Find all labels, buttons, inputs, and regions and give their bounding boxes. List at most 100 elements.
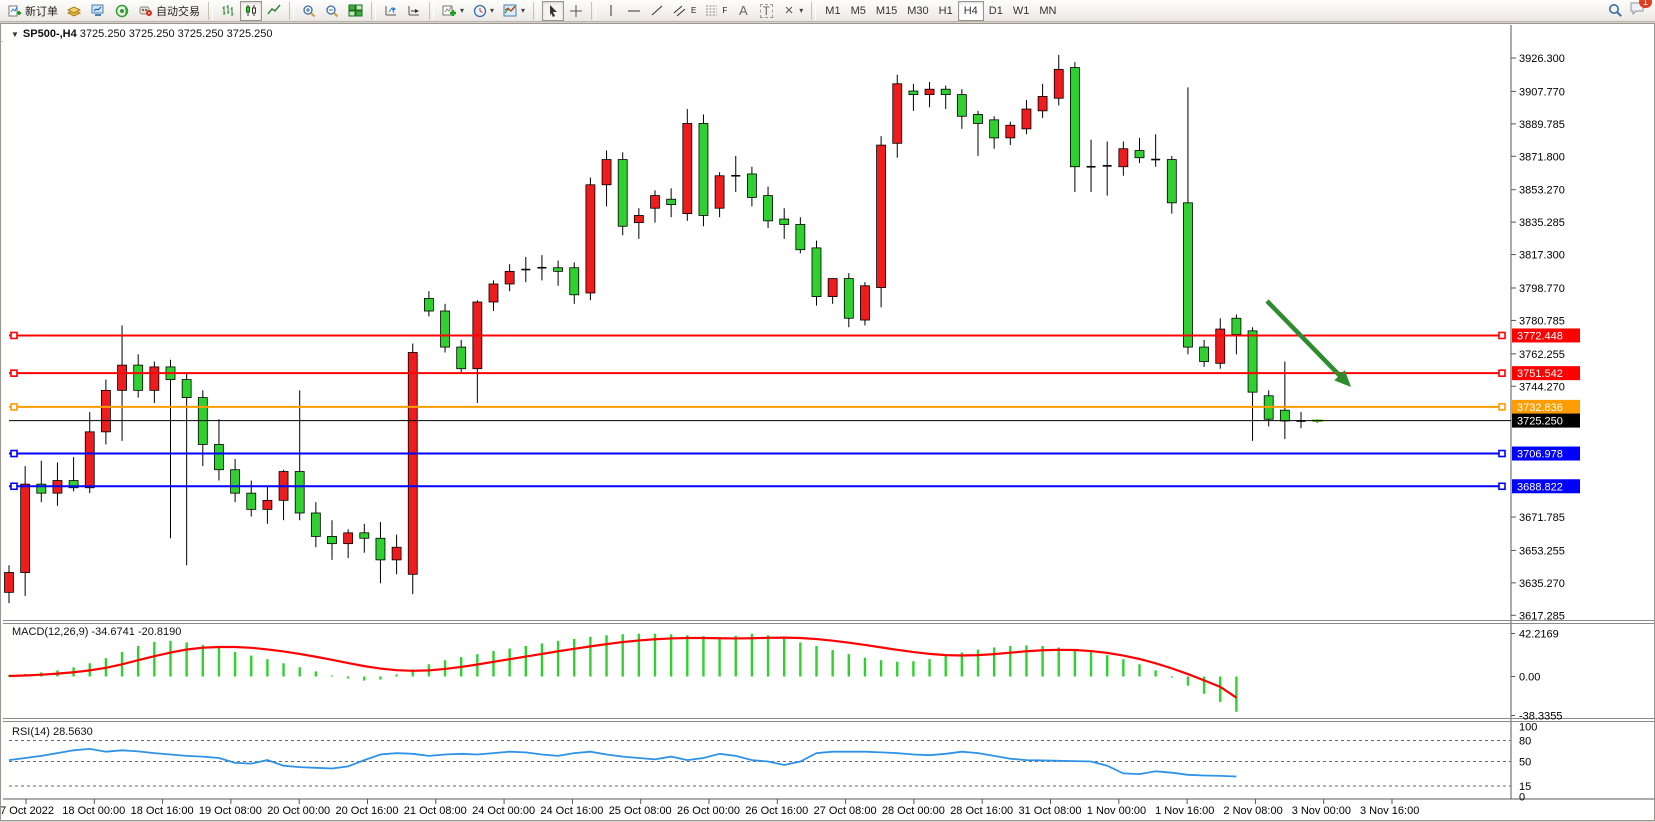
current-price-badge-label: 3725.250 <box>1517 416 1563 428</box>
price-tick-label: 3853.270 <box>1519 185 1565 197</box>
history-center-button[interactable] <box>63 1 86 21</box>
timeframe-m15[interactable]: M15 <box>875 4 898 17</box>
time-tick-label: 28 Oct 00:00 <box>882 805 945 817</box>
vertical-line-tool-button[interactable] <box>600 1 622 21</box>
new-order-button[interactable]: 新订单 <box>4 1 62 21</box>
chart-canvas[interactable]: 3926.300 3907.770 3889.785 3871.800 3853.270… <box>1 24 1655 822</box>
timeframe-m30[interactable]: M30 <box>907 4 929 17</box>
horizontal-line-icon <box>628 10 641 12</box>
chart-background <box>3 25 1654 799</box>
candle-down <box>843 278 854 319</box>
market-watch-icon <box>91 4 104 16</box>
macd-axis-label: 0.00 <box>1519 672 1540 684</box>
price-tick-label: 3907.770 <box>1519 86 1565 98</box>
notification-badge: 1 <box>1638 0 1652 8</box>
line-chart-button[interactable] <box>263 1 285 21</box>
timeframe-m5[interactable]: M5 <box>850 4 866 17</box>
market-watch-button[interactable] <box>87 1 110 21</box>
chart-shift-button[interactable] <box>380 1 402 21</box>
candle-up <box>585 184 596 294</box>
level-badge-label: 3772.448 <box>1517 330 1563 342</box>
rsi-axis-label: 100 <box>1519 722 1537 734</box>
candle-down <box>779 218 790 225</box>
candle-down <box>294 471 305 514</box>
cursor-tool-button[interactable] <box>542 0 565 21</box>
main-toolbar: 新订单 自动交易 ▾ ▾ <box>0 0 1655 22</box>
candle-down <box>811 247 822 297</box>
history-icon <box>67 6 82 17</box>
candle-down <box>698 123 709 216</box>
candle-down <box>1279 409 1290 422</box>
chevron-down-icon[interactable]: ▼ <box>11 30 19 39</box>
time-tick-label: 19 Oct 08:00 <box>199 805 262 817</box>
channel-e-glyph: E <box>691 6 697 15</box>
candle-up <box>117 364 127 391</box>
timeframe-h4[interactable]: H4 <box>957 0 984 21</box>
candle-down <box>795 224 806 251</box>
candle-down <box>375 537 386 561</box>
candle-up <box>262 499 273 510</box>
channel-icon <box>673 5 686 17</box>
candle-down <box>181 379 192 398</box>
toolbar-separator <box>208 1 213 20</box>
time-tick-label: 20 Oct 16:00 <box>336 805 399 817</box>
candle-down <box>214 444 224 471</box>
timeframe-m1[interactable]: M1 <box>825 4 841 17</box>
current-price-badge <box>1512 413 1580 428</box>
line-handle <box>1498 331 1506 340</box>
macd-signal-line <box>8 636 1238 699</box>
time-tick-label: 24 Oct 16:00 <box>540 805 603 817</box>
candle-up <box>101 389 111 433</box>
toolbar-separator <box>429 1 434 20</box>
timeframe-d1[interactable]: D1 <box>988 4 1003 17</box>
fibonacci-tool-button[interactable]: F <box>701 1 731 21</box>
candle-down <box>133 364 144 391</box>
symbol-period-label: SP500-,H4 <box>22 28 77 40</box>
equidistant-channel-tool-button[interactable]: E <box>669 1 700 21</box>
candle-up <box>924 88 935 96</box>
auto-scroll-button[interactable] <box>403 1 425 21</box>
candle-down <box>1134 150 1145 159</box>
level-badge-label: 3688.822 <box>1517 481 1563 493</box>
signals-button[interactable] <box>111 1 133 21</box>
candle-up <box>1118 148 1129 168</box>
auto-trading-button[interactable]: 自动交易 <box>134 1 204 21</box>
trend-arrow-shaft <box>1265 299 1347 383</box>
template-icon <box>503 4 517 17</box>
time-tick-label: 17 Oct 2022 <box>1 805 54 817</box>
bar-chart-button[interactable] <box>217 1 239 21</box>
arrows-tool-button[interactable]: ▾ <box>778 1 807 21</box>
zoom-in-button[interactable] <box>298 1 320 21</box>
candle-up <box>892 83 903 144</box>
cursor-icon <box>550 5 558 17</box>
timeframe-mn[interactable]: MN <box>1039 4 1057 17</box>
trendline-tool-button[interactable] <box>646 1 668 21</box>
toolbar-separator <box>533 1 539 20</box>
candle-up <box>601 159 612 186</box>
chart-window[interactable]: ▼ SP500-,H4 3725.250 3725.250 3725.250 37… <box>0 23 1655 821</box>
zoom-out-button[interactable] <box>321 1 343 21</box>
add-indicator-button[interactable]: ▾ <box>438 1 468 21</box>
candle-down <box>310 512 321 537</box>
dropdown-caret-icon: ▾ <box>521 6 526 15</box>
notifications-button[interactable]: 1 <box>1629 0 1652 20</box>
horizontal-line-tool-button[interactable] <box>623 1 645 21</box>
candlestick-chart-button[interactable] <box>240 0 262 21</box>
period-button[interactable]: ▾ <box>469 1 498 21</box>
price-tick-label: 3744.270 <box>1519 381 1565 393</box>
search-icon[interactable] <box>1608 3 1623 18</box>
candle-down <box>940 88 951 96</box>
template-button[interactable]: ▾ <box>499 1 529 21</box>
candle-up <box>407 352 418 575</box>
text-tool-button[interactable]: A <box>732 1 754 21</box>
crosshair-tool-button[interactable] <box>565 1 587 21</box>
crosshair-icon <box>570 4 583 17</box>
chart-title: ▼ SP500-,H4 3725.250 3725.250 3725.250 37… <box>11 28 273 40</box>
new-order-label: 新订单 <box>25 5 58 18</box>
timeframe-h1[interactable]: H1 <box>938 4 953 17</box>
tile-windows-button[interactable] <box>344 1 367 21</box>
candle-down <box>747 173 757 198</box>
level-badge <box>1512 399 1580 414</box>
timeframe-w1[interactable]: W1 <box>1012 4 1030 17</box>
text-label-tool-button[interactable]: T <box>755 1 777 21</box>
